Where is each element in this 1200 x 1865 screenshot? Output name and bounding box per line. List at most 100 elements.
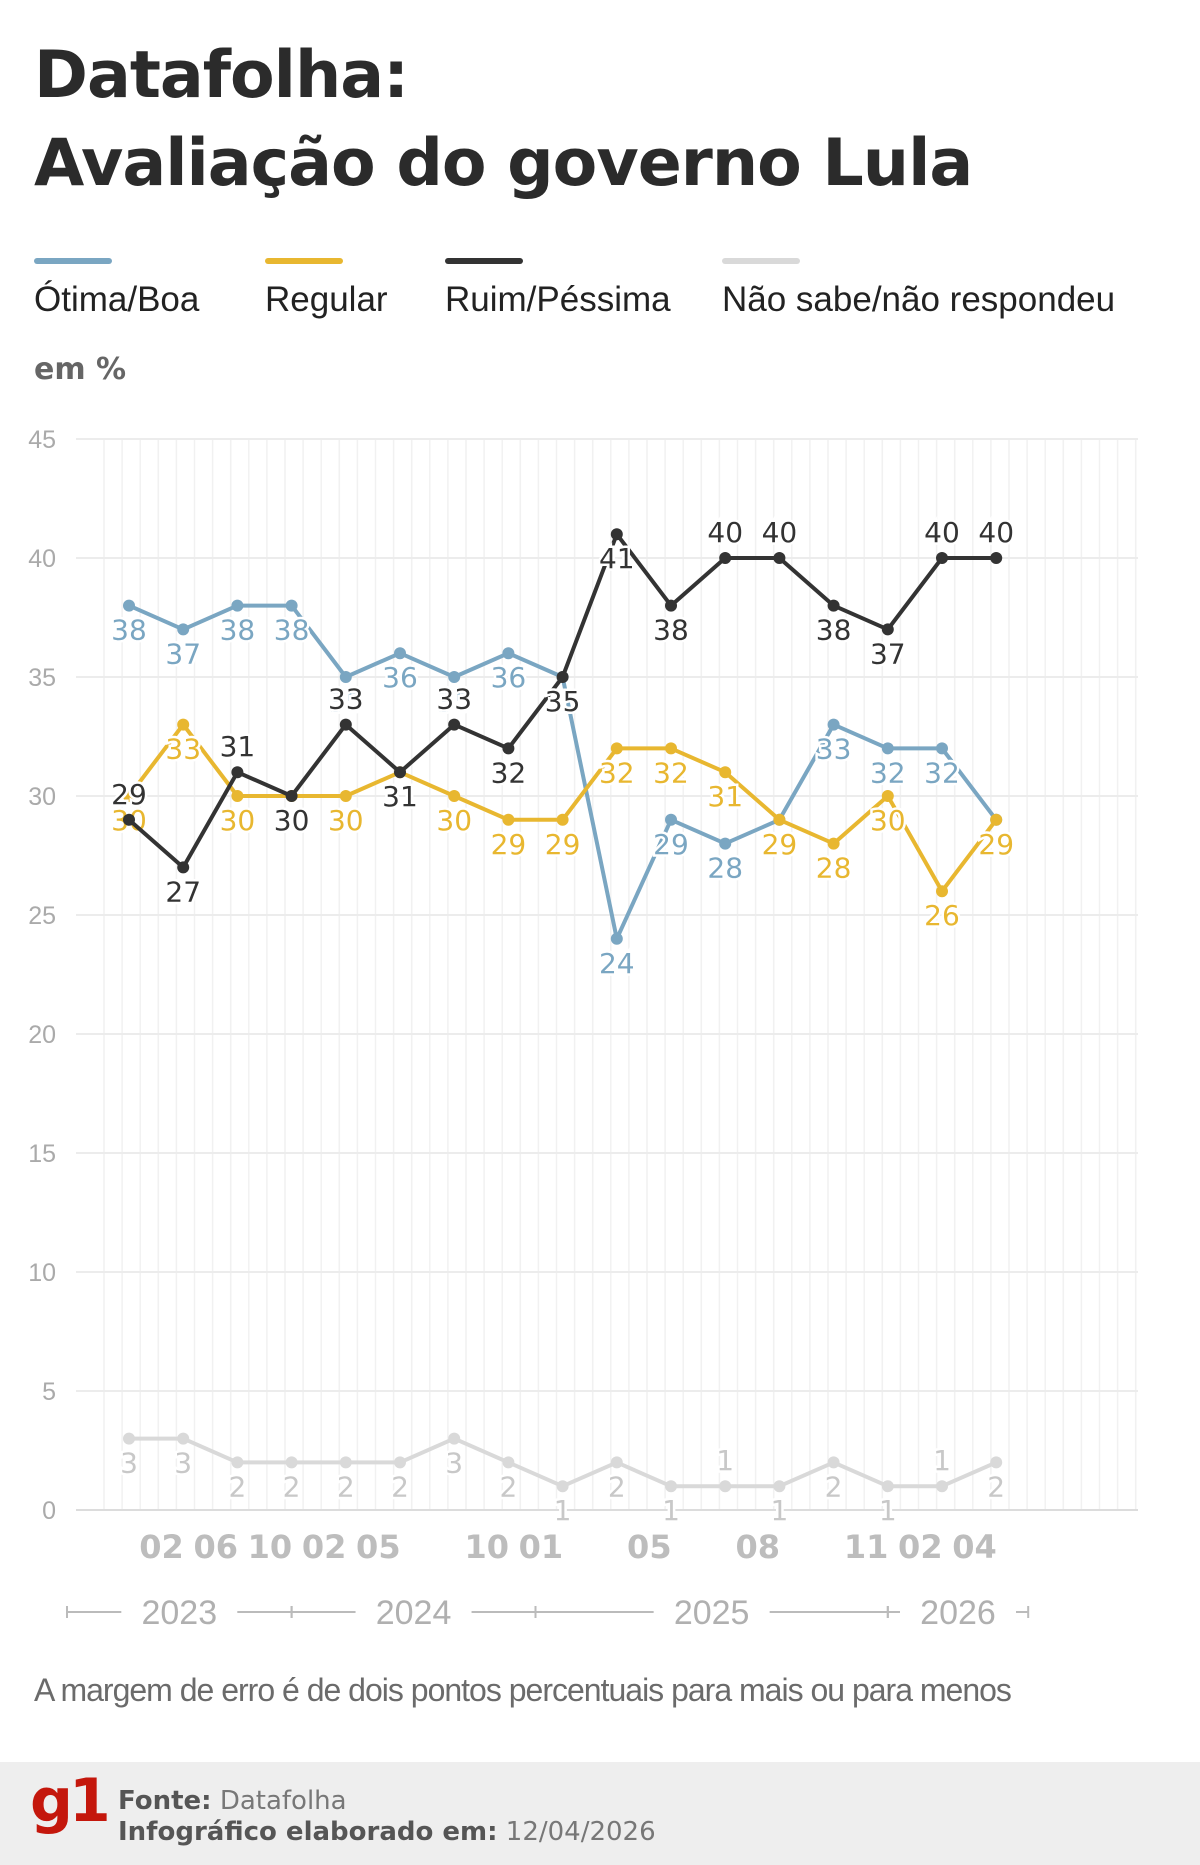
- legend-item-nao-sabe: Não sabe/não respondeu: [722, 258, 1115, 320]
- data-point-series-1: [990, 813, 1003, 826]
- data-label-series-0: 38: [274, 614, 310, 647]
- legend-swatch-otima-boa: [34, 258, 112, 264]
- y-tick-label: 40: [28, 545, 56, 573]
- data-point-series-0: [719, 837, 732, 850]
- data-point-series-2: [719, 552, 732, 564]
- data-label-series-0: 38: [220, 614, 256, 647]
- data-label-series-3: 2: [283, 1470, 301, 1503]
- data-label-series-2: 33: [328, 683, 364, 716]
- x-tick-label: 02: [898, 1528, 943, 1566]
- y-tick-label: 10: [28, 1259, 56, 1287]
- data-point-series-1: [936, 885, 948, 898]
- title-line-2: Avaliação do governo Lula: [34, 126, 973, 201]
- data-label-series-0: 29: [762, 828, 798, 861]
- data-label-series-3: 2: [391, 1470, 409, 1503]
- y-tick-label: 20: [28, 1021, 56, 1049]
- data-label-series-2: 40: [978, 516, 1014, 549]
- data-label-series-3: 2: [337, 1470, 355, 1503]
- data-label-series-2: 31: [382, 780, 418, 813]
- data-point-series-0: [231, 599, 244, 612]
- year-label: 2024: [376, 1594, 452, 1632]
- data-label-series-3: 2: [987, 1470, 1005, 1503]
- data-point-series-3: [827, 1456, 840, 1469]
- data-label-series-1: 29: [545, 828, 581, 861]
- footer: g1 Fonte: Datafolha Infográfico elaborad…: [0, 1762, 1200, 1865]
- data-point-series-1: [177, 718, 190, 731]
- data-point-series-2: [231, 766, 244, 779]
- data-label-series-3: 1: [554, 1494, 572, 1527]
- data-point-series-0: [123, 599, 135, 612]
- data-label-series-1: 31: [382, 780, 418, 813]
- y-tick-label: 35: [28, 664, 56, 692]
- data-point-series-3: [556, 1480, 569, 1493]
- data-label-series-3: 3: [445, 1447, 463, 1480]
- data-label-series-1: 30: [328, 804, 364, 837]
- legend-label-regular: Regular: [265, 280, 388, 319]
- data-label-series-2: 38: [816, 614, 852, 647]
- data-label-series-0: 37: [165, 637, 201, 670]
- data-point-series-3: [665, 1480, 677, 1493]
- data-point-series-2: [610, 528, 623, 541]
- legend-label-nao-sabe: Não sabe/não respondeu: [722, 280, 1116, 319]
- data-point-series-3: [881, 1480, 894, 1493]
- data-point-series-0: [936, 742, 948, 755]
- data-point-series-2: [881, 623, 894, 636]
- made-value: 12/04/2026: [505, 1817, 656, 1847]
- x-tick-label: 08: [735, 1528, 780, 1566]
- year-label: 2023: [141, 1594, 217, 1632]
- data-label-series-2: 30: [274, 804, 310, 837]
- data-point-series-3: [177, 1432, 190, 1445]
- data-point-series-0: [881, 742, 894, 755]
- legend-swatch-regular: [265, 258, 343, 264]
- data-label-series-1: 30: [274, 804, 310, 837]
- data-point-series-1: [123, 790, 135, 802]
- data-label-series-1: 29: [491, 828, 527, 861]
- data-point-series-2: [339, 718, 352, 731]
- data-point-series-1: [448, 790, 461, 802]
- data-point-series-1: [339, 790, 352, 802]
- series-line-0: [128, 603, 998, 941]
- data-point-series-0: [827, 718, 840, 731]
- data-label-series-2: 32: [491, 756, 527, 789]
- data-point-series-2: [665, 599, 677, 612]
- title-line-1: Datafolha:: [34, 38, 409, 113]
- data-label-series-3: 3: [174, 1447, 192, 1480]
- data-point-series-2: [827, 599, 840, 612]
- y-tick-label: 15: [28, 1140, 56, 1168]
- data-label-series-3: 2: [608, 1470, 626, 1503]
- x-tick-label: 10: [248, 1528, 293, 1566]
- source-label: Fonte:: [118, 1786, 212, 1816]
- data-label-series-1: 32: [599, 756, 635, 789]
- data-label-series-0: 36: [382, 661, 418, 694]
- g1-logo: g1: [30, 1766, 111, 1836]
- data-point-series-3: [502, 1456, 515, 1469]
- data-point-series-3: [339, 1456, 352, 1469]
- legend-item-regular: Regular: [265, 258, 388, 320]
- made-line: Infográfico elaborado em: 12/04/2026: [118, 1817, 656, 1848]
- data-label-series-2: 27: [165, 875, 201, 908]
- data-label-series-3: 2: [825, 1470, 843, 1503]
- data-point-series-0: [394, 647, 406, 660]
- source-value: Datafolha: [219, 1786, 347, 1816]
- chart-title: Datafolha: Avaliação do governo Lula: [34, 32, 973, 208]
- data-label-series-2: 37: [870, 637, 906, 670]
- unit-label: em %: [34, 352, 127, 387]
- y-tick-label: 25: [28, 902, 56, 930]
- made-label: Infográfico elaborado em:: [118, 1817, 498, 1847]
- data-point-series-1: [556, 813, 569, 826]
- data-point-series-2: [123, 813, 135, 826]
- x-tick-label: 02: [139, 1528, 184, 1566]
- data-label-series-1: 32: [653, 756, 689, 789]
- data-label-series-2: 35: [545, 685, 581, 718]
- legend-label-otima-boa: Ótima/Boa: [34, 280, 200, 319]
- data-point-series-3: [285, 1456, 298, 1469]
- data-label-series-3: 1: [662, 1494, 680, 1527]
- data-label-series-2: 33: [436, 683, 472, 716]
- data-point-series-3: [231, 1456, 244, 1469]
- data-label-series-1: 29: [762, 828, 798, 861]
- data-point-series-3: [123, 1432, 135, 1445]
- source-line: Fonte: Datafolha: [118, 1786, 656, 1817]
- data-point-series-0: [285, 599, 298, 612]
- data-label-series-1: 30: [870, 804, 906, 837]
- data-label-series-0: 35: [328, 685, 364, 718]
